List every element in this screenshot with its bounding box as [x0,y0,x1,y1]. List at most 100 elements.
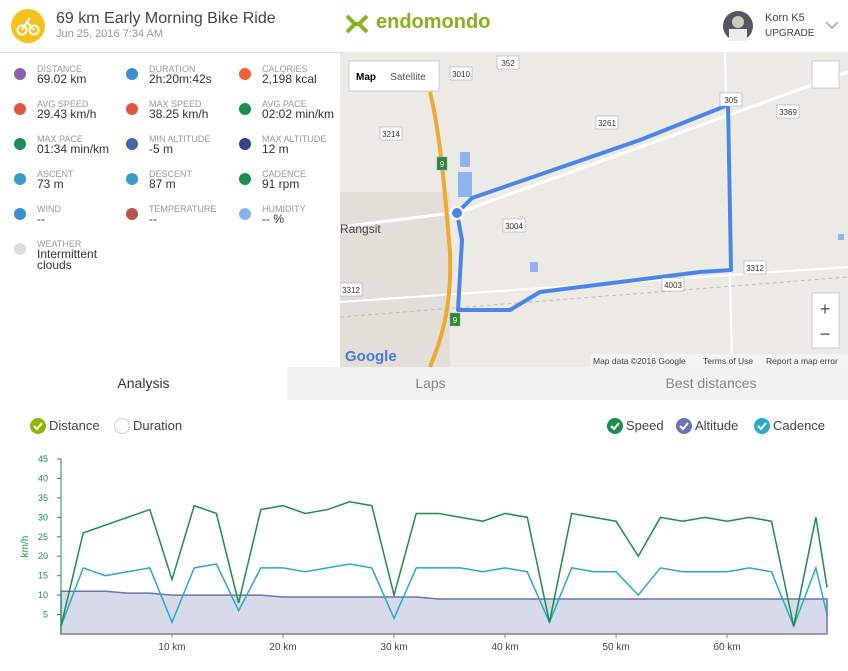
stat-value: 69.02 km [37,72,87,86]
road-number: 352 [501,59,515,68]
axis-option-toggle[interactable] [30,418,46,434]
stat: AVG PACE 02:02 min/km [262,99,362,120]
road-number: 3004 [505,222,523,231]
y-tick-label: 25 [38,532,48,542]
stat-label: MAX SPEED [149,99,202,109]
stat-value: 01:34 min/km [37,142,110,156]
logo: endomondo [376,11,491,33]
road-sign [661,277,685,292]
sport-icon [11,9,45,43]
y-tick-label: 20 [38,551,48,561]
stat: DURATION 2h:20m:42s [149,64,249,85]
legend-label[interactable]: Cadence [773,418,825,433]
header: 69 km Early Morning Bike Ride Jun 25, 20… [0,0,848,53]
map-type [348,60,440,92]
stat-value: -- [37,212,45,226]
road-number: 3261 [598,119,616,128]
road-number: 305 [724,96,738,105]
stat-label: MIN ALTITUDE [149,134,211,144]
stat-label: TEMPERATURE [149,204,217,214]
stats-panel: DISTANCE 69.02 km DURATION 2h:20m:42s CALORI… [0,53,341,367]
map-footer[interactable]: Report a map error [766,356,838,366]
legend-label[interactable]: Speed [626,418,664,433]
y-tick-label: 45 [38,454,48,464]
axis-option[interactable]: Distance [49,418,100,433]
legend-toggle[interactable] [754,418,770,434]
axis-option-toggle[interactable] [114,418,130,434]
stat-icon [239,208,251,220]
road-sign [743,260,767,275]
stat-label: CADENCE [262,169,307,179]
stat-label: MAX ALTITUDE [262,134,327,144]
road-sign [340,282,363,297]
stat-value: -- % [262,212,284,226]
stat: ASCENT 73 m [37,169,137,190]
y-tick-label: 35 [38,493,48,503]
place-name: Rangsit [340,222,381,236]
road-sign [502,218,526,233]
stat: DESCENT 87 m [149,169,249,190]
map-footer: Map data ©2016 Google [593,356,686,366]
stat-icon [126,103,138,115]
legend-toggle[interactable] [676,418,692,434]
stat-icon [14,208,26,220]
y-tick-label: 40 [38,473,48,483]
stat-icon [126,138,138,150]
google-logo: Google [345,348,397,365]
stat: MAX SPEED 38.25 km/h [149,99,249,120]
date: Jun 25, 2016 7:34 AM [56,28,164,40]
check-mark [757,422,767,431]
check-mark [33,422,43,431]
fullscreen[interactable] [811,60,840,89]
upgrade[interactable]: UPGRADE [765,28,815,39]
stat-value: 38.25 km/h [149,107,209,121]
route [455,103,733,312]
road-sign [379,126,403,141]
x-tick-label: 10 km [158,642,185,653]
stat-icon [14,173,26,185]
stat-label: MAX PACE [37,134,83,144]
zoom-out[interactable]: − [820,324,831,344]
stat-icon [239,68,251,80]
water [460,152,470,167]
map[interactable]: 3010 352 3214 3261 305 3369 3004 3312 4003 3312 9 9… [340,52,848,367]
road-number: 3312 [746,264,764,273]
map-footer[interactable]: Terms of Use [703,356,753,366]
stat-icon [14,243,26,255]
zoom-in[interactable]: + [820,299,831,319]
stat: TEMPERATURE -- [149,204,249,225]
stat-value: -5 m [149,142,173,156]
x-tick-label: 50 km [602,642,629,653]
stat-label: DISTANCE [37,64,82,74]
x-tick-label: 20 km [269,642,296,653]
user-name[interactable]: Korn K5 [765,12,805,24]
stat-icon [239,103,251,115]
y-axis-label: km/h [20,536,31,558]
stat-label: ASCENT [37,169,74,179]
stat-label: WEATHER [37,239,82,249]
tab[interactable]: Laps [287,367,574,400]
chart: Distance Duration Speed Altitude Cadence km/h… [20,418,828,653]
road-sign [449,66,473,81]
legend-label[interactable]: Altitude [695,418,738,433]
stat: HUMIDITY -- % [262,204,362,225]
map-button[interactable]: Map [356,72,376,83]
road-number: 3010 [452,70,470,79]
tab[interactable]: Best distances [574,367,848,400]
road-number: 9 [453,316,458,325]
stat: CADENCE 91 rpm [262,169,362,190]
map-button[interactable]: Satellite [390,72,426,83]
avatar[interactable] [723,11,753,41]
y-tick-label: 15 [38,571,48,581]
chevron[interactable] [825,20,839,30]
stat-label: DURATION [149,64,196,74]
stat: AVG SPEED 29.43 km/h [37,99,137,120]
water [458,172,472,197]
stat: CALORIES 2,198 kcal [262,64,362,85]
area [60,590,828,635]
tab[interactable]: Analysis [0,367,287,400]
check-mark [610,422,620,431]
axis-option[interactable]: Duration [133,418,182,433]
legend-toggle[interactable] [607,418,623,434]
water [530,262,538,272]
